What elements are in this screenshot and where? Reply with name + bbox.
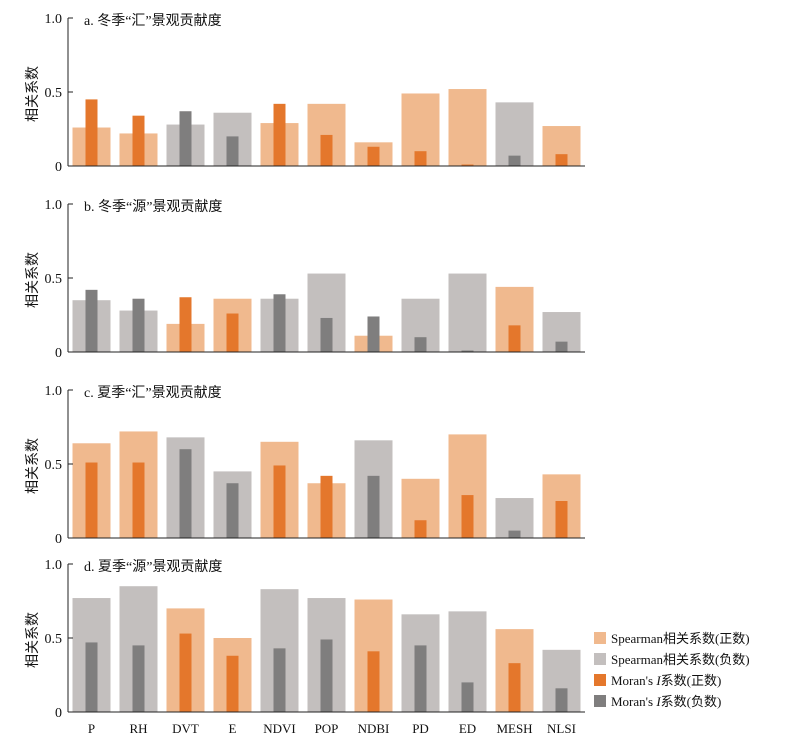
spearman-bar [448,89,487,166]
y-tick-label: 1.0 [45,384,63,399]
moran-bar [320,134,333,166]
moran-bar [367,316,380,352]
moran-bar [508,155,521,166]
moran-bar [179,111,192,166]
moran-bar [85,642,98,712]
moran-bar [414,337,427,352]
moran-bar [367,475,380,538]
moran-bar [226,655,239,712]
moran-bar [508,325,521,352]
y-tick-label: 0 [55,160,62,175]
panel-1: 0 0.5 1.0 相关系数 a. 冬季“汇”景观贡献度 [25,12,585,175]
moran-bar [132,462,145,538]
y-tick-label: 1.0 [45,198,63,213]
moran-bar [320,475,333,538]
y-tick-label: 1.0 [45,558,63,573]
moran-bar [320,317,333,352]
y-tick-label: 0.5 [45,86,63,101]
moran-bar [85,289,98,352]
moran-bar [367,146,380,166]
moran-bar [555,154,568,166]
x-tick-label: ED [459,721,476,736]
moran-bar [132,298,145,352]
legend: Spearman相关系数(正数) Spearman相关系数(负数) Moran's … [594,631,750,709]
y-tick-label: 0 [55,706,62,721]
y-tick-label: 0 [55,346,62,361]
legend-swatch [594,632,606,644]
moran-bar [273,465,286,538]
moran-bar [85,99,98,166]
moran-bar [461,164,474,166]
moran-bar [132,115,145,166]
x-tick-label: DVT [172,721,199,736]
y-axis-label: 相关系数 [25,66,41,122]
y-tick-label: 0.5 [45,632,63,647]
moran-bar [555,501,568,538]
moran-bar [273,103,286,166]
x-tick-label: MESH [496,721,532,736]
x-tick-label: P [88,721,95,736]
y-tick-label: 0.5 [45,458,63,473]
moran-bar [461,495,474,538]
moran-bar [508,530,521,538]
panel-title: b. 冬季“源”景观贡献度 [84,199,222,215]
moran-bar [273,294,286,352]
x-tick-label: E [229,721,237,736]
panel-title: c. 夏季“汇”景观贡献度 [84,385,222,401]
panel-title: a. 冬季“汇”景观贡献度 [84,13,222,29]
legend-label: Moran's I系数(正数) [611,673,721,688]
legend-swatch [594,674,606,686]
y-axis-label: 相关系数 [25,612,41,668]
x-tick-label: NDBI [358,721,390,736]
x-axis-labels: P RH DVT E NDVI POP NDBI PD ED MESH NLSI [88,721,576,736]
moran-bar [555,341,568,352]
moran-bar [320,639,333,712]
legend-label: Spearman相关系数(正数) [611,631,750,646]
moran-bar [461,682,474,712]
y-tick-label: 0.5 [45,272,63,287]
legend-swatch [594,653,606,665]
x-tick-label: RH [129,721,147,736]
panel-3: 0 0.5 1.0 相关系数 c. 夏季“汇”景观贡献度 [25,384,585,547]
panel-4: 0 0.5 1.0 相关系数 d. 夏季“源”景观贡献度 [25,558,585,721]
moran-bar [508,663,521,712]
moran-bar [414,151,427,166]
spearman-bar [495,102,534,166]
spearman-bar [448,273,487,352]
moran-bar [226,483,239,538]
chart-panels: 0 0.5 1.0 相关系数 a. 冬季“汇”景观贡献度 0 0.5 1.0 相关系数 b. 冬季… [25,12,585,721]
x-tick-label: NDVI [263,721,296,736]
moran-bar [555,688,568,712]
x-tick-label: NLSI [547,721,576,736]
moran-bar [132,645,145,712]
moran-bar [461,350,474,352]
x-tick-label: POP [315,721,339,736]
y-tick-label: 0 [55,532,62,547]
moran-bar [414,520,427,538]
moran-bar [273,648,286,712]
legend-label: Spearman相关系数(负数) [611,652,750,667]
moran-bar [414,645,427,712]
moran-bar [226,313,239,352]
panel-title: d. 夏季“源”景观贡献度 [84,559,222,575]
y-tick-label: 1.0 [45,12,63,27]
legend-swatch [594,695,606,707]
moran-bar [179,297,192,352]
moran-bar [179,633,192,712]
legend-label: Moran's I系数(负数) [611,694,721,709]
moran-bar [85,462,98,538]
moran-bar [226,136,239,166]
moran-bar [179,449,192,538]
y-axis-label: 相关系数 [25,252,41,308]
moran-bar [367,651,380,712]
panel-2: 0 0.5 1.0 相关系数 b. 冬季“源”景观贡献度 [25,198,585,361]
x-tick-label: PD [412,721,429,736]
y-axis-label: 相关系数 [25,438,41,494]
